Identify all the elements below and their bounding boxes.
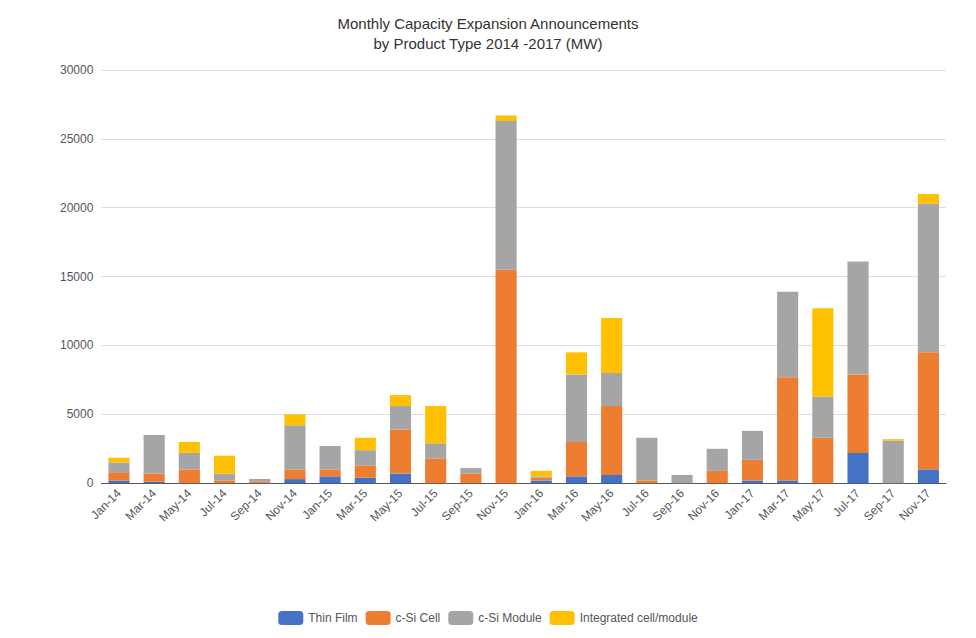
svg-text:Nov-15: Nov-15 <box>474 486 511 523</box>
svg-text:Nov-17: Nov-17 <box>896 486 933 523</box>
svg-text:Thin Film: Thin Film <box>308 611 357 625</box>
svg-text:May-17: May-17 <box>790 486 828 524</box>
svg-text:Mar-16: Mar-16 <box>545 486 582 523</box>
svg-text:Jul-15: Jul-15 <box>408 486 441 519</box>
svg-text:Sep-17: Sep-17 <box>861 486 898 523</box>
svg-text:May-15: May-15 <box>367 486 405 524</box>
svg-text:Jan-17: Jan-17 <box>722 486 758 522</box>
svg-text:5000: 5000 <box>67 407 94 421</box>
svg-text:Jan-15: Jan-15 <box>299 486 335 522</box>
svg-text:10000: 10000 <box>60 338 94 352</box>
svg-text:c-Si Module: c-Si Module <box>478 611 542 625</box>
svg-text:30000: 30000 <box>60 63 94 77</box>
svg-text:Nov-14: Nov-14 <box>263 486 300 523</box>
svg-text:Jul-17: Jul-17 <box>830 486 863 519</box>
svg-text:c-Si Cell: c-Si Cell <box>396 611 441 625</box>
svg-text:Sep-15: Sep-15 <box>439 486 476 523</box>
svg-text:Monthly Capacity Expansion Ann: Monthly Capacity Expansion Announcements <box>337 15 638 32</box>
svg-text:Sep-14: Sep-14 <box>227 486 264 523</box>
svg-text:Integrated cell/module: Integrated cell/module <box>580 611 698 625</box>
svg-text:Mar-17: Mar-17 <box>756 486 793 523</box>
svg-text:May-14: May-14 <box>156 486 194 524</box>
svg-text:0: 0 <box>87 476 94 490</box>
svg-text:25000: 25000 <box>60 132 94 146</box>
svg-text:15000: 15000 <box>60 270 94 284</box>
svg-text:Jul-14: Jul-14 <box>197 486 230 519</box>
svg-text:Sep-16: Sep-16 <box>650 486 687 523</box>
svg-text:Jul-16: Jul-16 <box>619 486 652 519</box>
svg-text:Mar-14: Mar-14 <box>122 486 159 523</box>
svg-text:May-16: May-16 <box>578 486 616 524</box>
svg-text:Jan-16: Jan-16 <box>510 486 546 522</box>
svg-text:20000: 20000 <box>60 201 94 215</box>
svg-text:Nov-16: Nov-16 <box>685 486 722 523</box>
svg-text:by Product Type 2014 -2017 (MW: by Product Type 2014 -2017 (MW) <box>374 35 603 52</box>
svg-text:Mar-15: Mar-15 <box>334 486 371 523</box>
svg-text:Jan-14: Jan-14 <box>88 486 124 522</box>
